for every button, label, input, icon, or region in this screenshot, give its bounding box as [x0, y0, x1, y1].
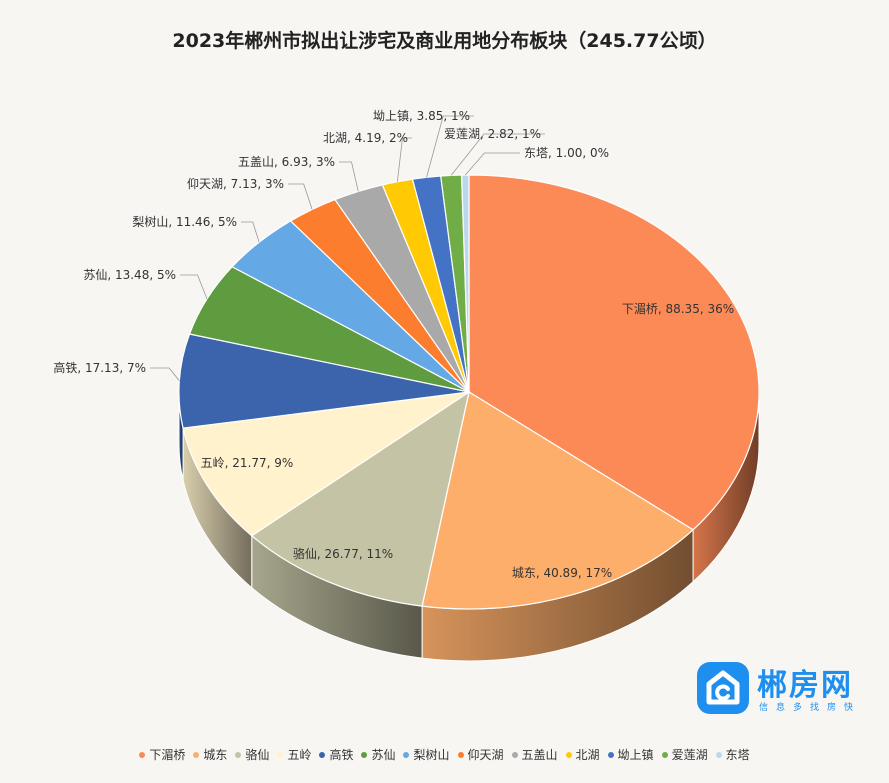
legend-marker	[607, 751, 614, 758]
legend-marker	[319, 751, 326, 758]
data-label-爱莲湖: 爱莲湖, 2.82, 1%	[444, 126, 541, 141]
legend-marker	[361, 751, 368, 758]
house-logo-icon	[697, 662, 749, 714]
legend-item-骆仙[interactable]: 骆仙	[235, 746, 269, 763]
legend-item-东塔[interactable]: 东塔	[715, 746, 750, 763]
legend-item-梨树山[interactable]: 梨树山	[403, 746, 450, 763]
data-label-梨树山: 梨树山, 11.46, 5%	[132, 214, 237, 229]
logo-slogan: 信息多找房快	[759, 703, 862, 713]
legend-item-苏仙[interactable]: 苏仙	[361, 746, 395, 763]
leader-line-五盖山	[339, 161, 359, 192]
pie-slice-下湄桥	[468, 174, 760, 531]
leader-line-梨树山	[241, 221, 260, 243]
leader-line-北湖	[396, 137, 412, 182]
data-label-坳上镇: 坳上镇, 3.85, 1%	[373, 109, 470, 123]
chart-legend: 下湄桥 城东 骆仙 五岭 高铁 苏仙 梨树山 仰天湖 五盖山 北湖 坳上镇 爱莲湖 东塔	[0, 746, 889, 763]
legend-label: 城东	[203, 748, 228, 762]
legend-label: 五盖山	[521, 748, 558, 762]
legend-item-坳上镇[interactable]: 坳上镇	[607, 746, 654, 763]
pie-slice-五岭	[182, 391, 470, 537]
legend-item-城东[interactable]: 城东	[193, 746, 227, 763]
logo-name: 郴房网	[757, 668, 853, 703]
data-label-五岭: 五岭, 21.77, 9%	[201, 456, 294, 470]
legend-label: 东塔	[725, 748, 750, 762]
legend-marker	[511, 751, 518, 758]
leader-line-苏仙	[180, 274, 208, 300]
chart-title: 2023年郴州市拟出让涉宅及商业用地分布板块（245.77公顷）	[172, 30, 717, 52]
data-label-下湄桥: 下湄桥, 88.35, 36%	[622, 302, 734, 316]
legend-label: 苏仙	[371, 748, 396, 762]
legend-marker	[457, 751, 464, 758]
legend-item-仰天湖[interactable]: 仰天湖	[457, 746, 504, 763]
leader-line-高铁	[150, 367, 180, 382]
legend-item-下湄桥[interactable]: 下湄桥	[139, 746, 185, 763]
legend-item-高铁[interactable]: 高铁	[319, 746, 353, 763]
legend-label: 坳上镇	[617, 748, 654, 762]
leader-line-东塔	[464, 152, 520, 176]
legend-marker	[565, 751, 572, 758]
legend-item-五盖山[interactable]: 五盖山	[511, 746, 558, 763]
watermark-logo: 郴房网 信息多找房快	[697, 660, 877, 715]
pie-slice-高铁	[178, 333, 470, 429]
leader-line-爱莲湖	[450, 133, 545, 176]
legend-marker	[661, 751, 668, 758]
data-label-城东: 城东, 40.89, 17%	[512, 566, 612, 580]
legend-label: 仰天湖	[467, 748, 504, 762]
legend-label: 高铁	[329, 748, 354, 762]
legend-marker	[193, 751, 200, 758]
legend-label: 北湖	[575, 748, 600, 762]
data-label-仰天湖: 仰天湖, 7.13, 3%	[187, 176, 284, 191]
legend-label: 五岭	[287, 748, 312, 762]
pie-slice-骆仙	[250, 390, 470, 607]
data-label-骆仙: 骆仙, 26.77, 11%	[293, 546, 393, 561]
data-label-北湖: 北湖, 4.19, 2%	[323, 130, 408, 145]
legend-label: 爱莲湖	[671, 748, 708, 762]
legend-marker	[715, 751, 722, 758]
data-label-五盖山: 五盖山, 6.93, 3%	[238, 155, 335, 169]
legend-item-五岭[interactable]: 五岭	[277, 746, 311, 763]
pie-chart: 下湄桥, 88.35, 36% 城东, 40.89, 17% 骆仙, 26.77, …	[53, 109, 760, 662]
leader-line-坳上镇	[426, 115, 474, 178]
legend-marker	[403, 751, 410, 758]
legend-marker	[139, 751, 146, 758]
leader-line-仰天湖	[288, 183, 313, 210]
data-label-苏仙: 苏仙, 13.48, 5%	[83, 268, 176, 282]
legend-marker	[277, 751, 284, 758]
data-label-东塔: 东塔, 1.00, 0%	[524, 146, 609, 160]
legend-label: 骆仙	[245, 748, 270, 762]
legend-label: 下湄桥	[149, 748, 186, 762]
legend-marker	[235, 751, 242, 758]
legend-item-爱莲湖[interactable]: 爱莲湖	[661, 746, 708, 763]
legend-label: 梨树山	[413, 748, 450, 762]
legend-item-北湖[interactable]: 北湖	[565, 746, 600, 763]
pie-slice-城东	[421, 391, 695, 610]
data-label-高铁: 高铁, 17.13, 7%	[53, 360, 146, 375]
